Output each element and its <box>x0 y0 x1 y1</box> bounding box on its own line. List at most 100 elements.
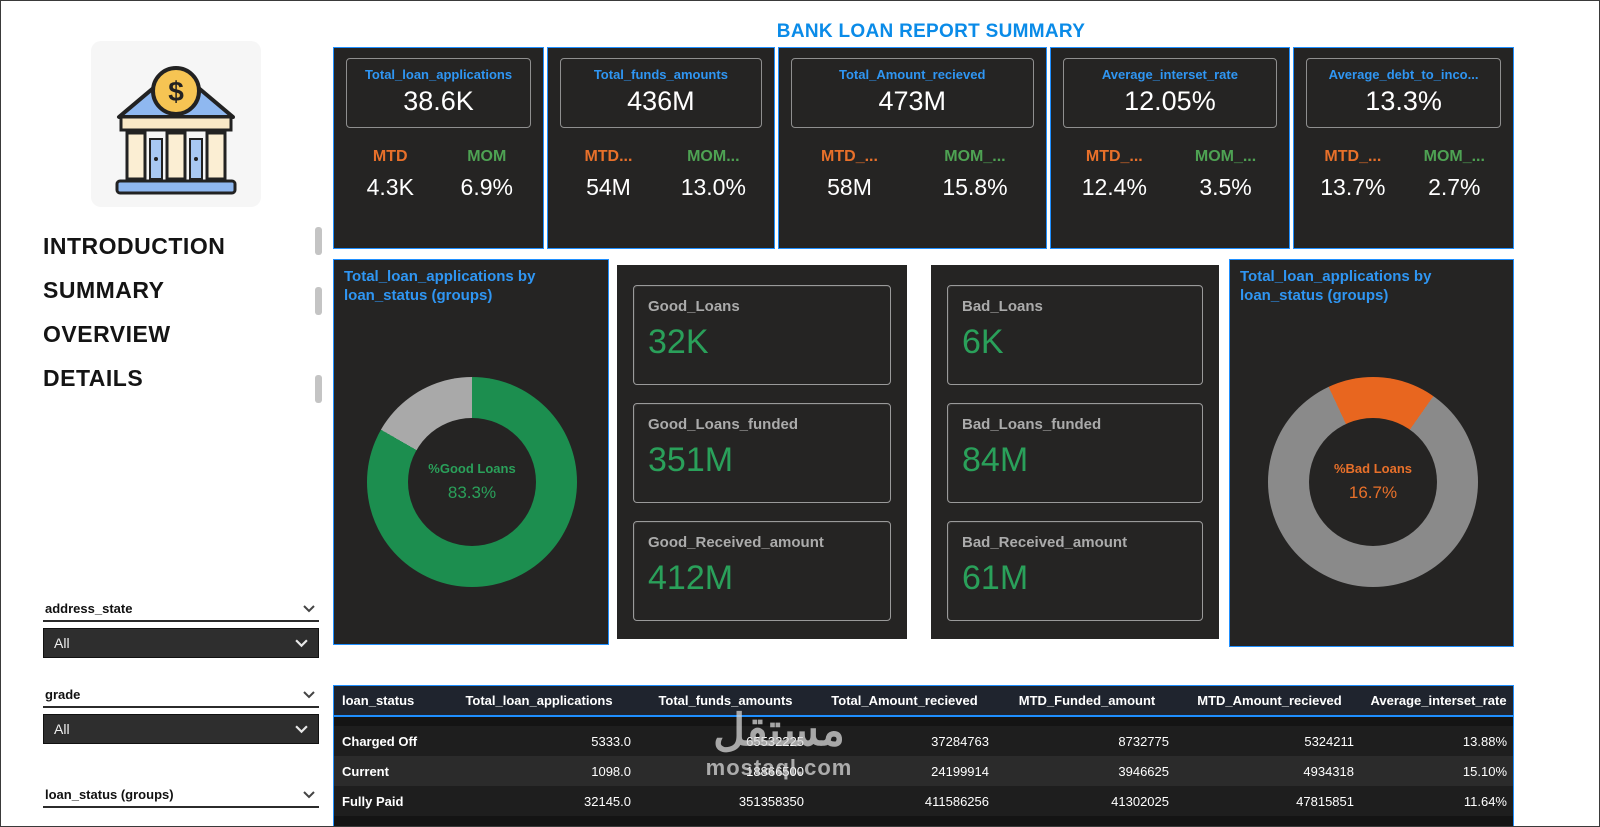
stat-label: Bad_Loans_funded <box>962 416 1102 433</box>
kpi-box: Total_loan_applications 38.6K <box>346 58 532 128</box>
chevron-down-icon <box>303 604 315 612</box>
table-row-2[interactable]: Fully Paid 32145.0 351358350 411586256 41302… <box>334 786 1513 816</box>
row-label: Fully Paid <box>342 793 404 809</box>
cell: 37284763 <box>931 733 989 749</box>
scrollbar-segment[interactable] <box>315 227 322 255</box>
table-body: Charged Off 5333.0 65532225 37284763 8732775… <box>334 716 1513 816</box>
stat-value: 6K <box>962 323 1004 361</box>
mom-block: MOM_... 15.8% <box>912 148 1037 201</box>
cell: 3946625 <box>1118 763 1169 779</box>
kpi-value: 473M <box>878 86 946 116</box>
donut-center: %Good Loans 83.3% <box>408 418 536 546</box>
cell: 5333.0 <box>591 733 631 749</box>
cell: 32145.0 <box>584 793 631 809</box>
slicer-value: All <box>54 721 70 737</box>
bank-logo: $ <box>91 41 261 207</box>
stat-box-good-received-amount: Good_Received_amount 412M <box>633 521 891 621</box>
slicer-header-loan-status-groups[interactable]: loan_status (groups) <box>43 785 319 808</box>
stat-box-bad-received-amount: Bad_Received_amount 61M <box>947 521 1203 621</box>
loan-status-table: loan_status Total_loan_applications Total_… <box>334 686 1513 816</box>
column-header-0[interactable]: loan_status <box>334 686 439 717</box>
kpi-card-total-loan-applications: Total_loan_applications 38.6K MTD 4.3K M… <box>333 47 545 249</box>
stat-label: Good_Loans <box>648 298 740 315</box>
column-header-3[interactable]: Total_Amount_recieved <box>812 686 997 717</box>
kpi-card-total-amount-recieved: Total_Amount_recieved 473M MTD_... 58M M… <box>777 47 1047 249</box>
slicer-dropdown-address-state[interactable]: All <box>43 628 319 658</box>
mtd-value: 12.4% <box>1081 174 1147 200</box>
slicer-label: grade <box>45 687 81 702</box>
kpi-label: Average_debt_to_inco... <box>1328 67 1479 82</box>
donut-card-good-loans: Total_loan_applications by loan_status (… <box>333 259 609 645</box>
slicer-header-address-state[interactable]: address_state <box>43 599 319 622</box>
donut-center-label: %Good Loans <box>428 461 516 476</box>
kpi-label: Total_Amount_recieved <box>839 67 986 82</box>
kpi-sub-row: MTD_... 13.7% MOM_... 2.7% <box>1294 148 1513 201</box>
column-header-1[interactable]: Total_loan_applications <box>439 686 639 717</box>
chevron-down-icon <box>295 724 308 733</box>
cell: 24199914 <box>931 763 989 779</box>
bank-building-icon: $ <box>91 41 261 207</box>
mom-label: MOM_... <box>944 148 1006 165</box>
stat-label: Good_Loans_funded <box>648 416 798 433</box>
kpi-sub-row: MTD 4.3K MOM 6.9% <box>334 148 543 201</box>
stat-label: Bad_Loans <box>962 298 1043 315</box>
nav-item-summary[interactable]: SUMMARY <box>43 277 165 303</box>
nav-item-details[interactable]: DETAILS <box>43 365 144 391</box>
stat-value: 32K <box>648 323 709 361</box>
mtd-label: MTD... <box>584 148 633 165</box>
mtd-block: MTD_... 12.4% <box>1059 148 1170 201</box>
donut-chart-bad-loans[interactable]: %Bad Loans 16.7% <box>1268 377 1478 587</box>
svg-text:$: $ <box>168 76 184 107</box>
slicer-label: address_state <box>45 601 133 616</box>
page-title: BANK LOAN REPORT SUMMARY <box>776 21 1086 42</box>
donut-center-value: 16.7% <box>1348 483 1398 502</box>
table-row-0[interactable]: Charged Off 5333.0 65532225 37284763 8732775… <box>334 726 1513 756</box>
column-header-2[interactable]: Total_funds_amounts <box>639 686 812 717</box>
mom-label: MOM... <box>687 148 740 165</box>
chevron-down-icon <box>295 638 308 647</box>
kpi-box: Total_Amount_recieved 473M <box>790 58 1034 128</box>
kpi-value: 38.6K <box>403 86 474 116</box>
column-header-5[interactable]: MTD_Amount_recieved <box>1177 686 1362 717</box>
kpi-card-average-interset-rate: Average_interset_rate 12.05% MTD_... 12.… <box>1049 47 1291 249</box>
mtd-block: MTD... 54M <box>556 148 661 201</box>
column-header-4[interactable]: MTD_Funded_amount <box>997 686 1177 717</box>
table-spacer-row <box>334 716 1513 726</box>
cell: 18866500 <box>746 763 804 779</box>
donut-chart-good-loans[interactable]: %Good Loans 83.3% <box>367 377 577 587</box>
mtd-label: MTD_... <box>1085 148 1143 165</box>
cell: 65532225 <box>746 733 804 749</box>
stat-label: Bad_Received_amount <box>962 534 1128 551</box>
donut-card-bad-loans: Total_loan_applications by loan_status (… <box>1229 259 1514 647</box>
cell: 13.88% <box>1462 733 1507 749</box>
mtd-label: MTD_... <box>821 148 878 165</box>
chevron-down-icon <box>303 690 315 698</box>
kpi-value: 12.05% <box>1124 86 1216 116</box>
column-header-6[interactable]: Average_interset_rate <box>1362 686 1513 717</box>
slicer-address-state: address_state All <box>43 599 319 658</box>
mom-block: MOM_... 2.7% <box>1404 148 1505 201</box>
mom-block: MOM 6.9% <box>439 148 536 201</box>
scrollbar-segment[interactable] <box>315 287 322 315</box>
cell: 8732775 <box>1118 733 1169 749</box>
mtd-label: MTD_... <box>1324 148 1382 165</box>
mom-value: 13.0% <box>680 174 746 200</box>
table-row-1[interactable]: Current 1098.0 18866500 24199914 3946625 4934… <box>334 756 1513 786</box>
slicer-label: loan_status (groups) <box>45 787 174 802</box>
mtd-block: MTD_... 13.7% <box>1302 148 1403 201</box>
nav-item-introduction[interactable]: INTRODUCTION <box>43 233 226 259</box>
cell: 1098.0 <box>591 763 631 779</box>
slicer-header-grade[interactable]: grade <box>43 685 319 708</box>
kpi-box: Total_funds_amounts 436M <box>560 58 762 128</box>
bad-loans-panel: Bad_Loans 6K Bad_Loans_funded 84M Bad_Re… <box>931 265 1219 639</box>
nav-item-overview[interactable]: OVERVIEW <box>43 321 171 347</box>
row-label: Current <box>342 763 389 779</box>
mom-value: 6.9% <box>460 174 513 200</box>
kpi-row: Total_loan_applications 38.6K MTD 4.3K M… <box>333 47 1514 249</box>
scrollbar-segment[interactable] <box>315 375 322 403</box>
stat-label: Good_Received_amount <box>648 534 824 551</box>
cell: 41302025 <box>1111 793 1169 809</box>
stat-value: 61M <box>962 559 1029 597</box>
cell: 411586256 <box>924 793 989 809</box>
slicer-dropdown-grade[interactable]: All <box>43 714 319 744</box>
